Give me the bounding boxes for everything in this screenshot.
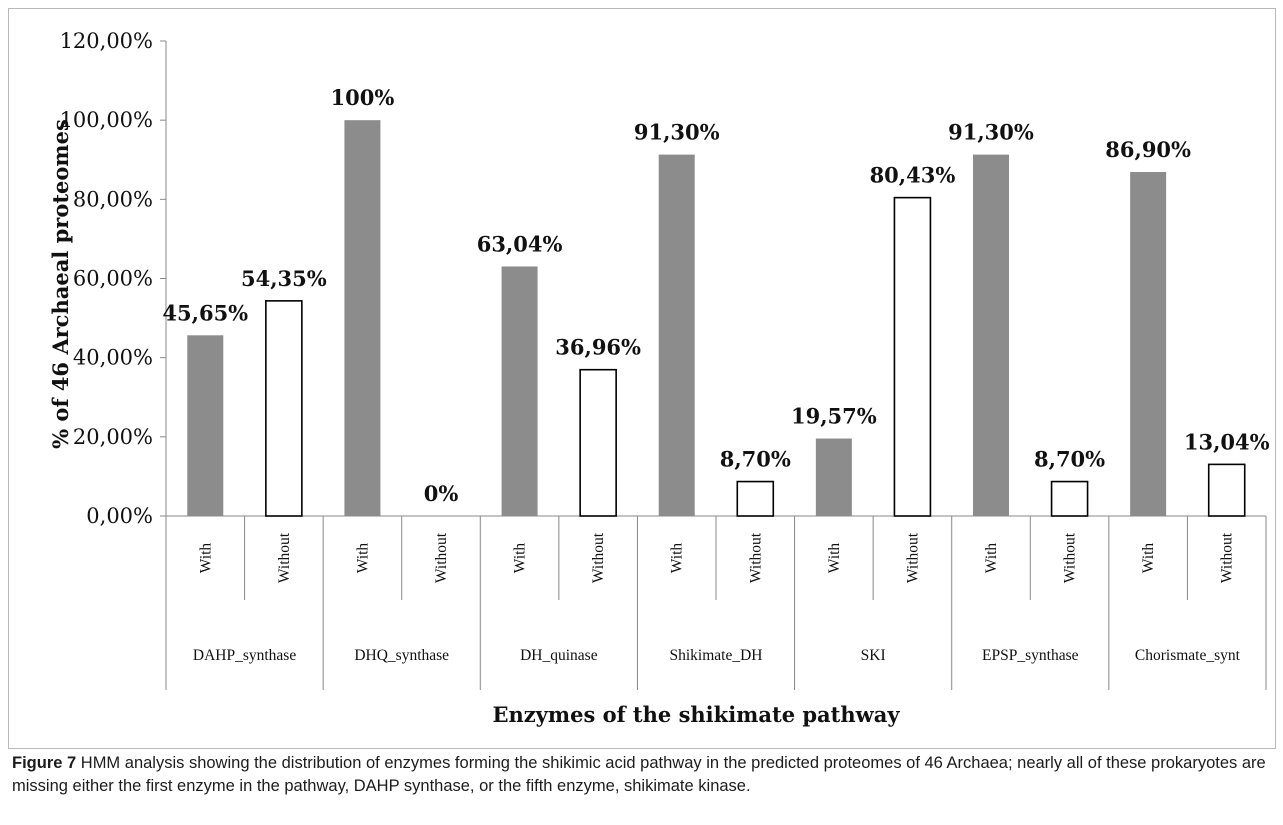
- subcategory-label: Without: [1219, 532, 1236, 583]
- subcategory-label: With: [826, 543, 843, 574]
- group-label: DAHP_synthase: [193, 647, 296, 664]
- y-tick-label: 40,00%: [73, 346, 153, 370]
- subcategory-label: Without: [904, 532, 921, 583]
- subcategory-label: With: [669, 543, 686, 574]
- data-label: 8,70%: [1034, 447, 1105, 472]
- data-label: 54,35%: [241, 266, 327, 291]
- bar-epsp-synthase-with: [973, 154, 1009, 516]
- data-label: 45,65%: [162, 300, 248, 325]
- subcategory-label: Without: [590, 532, 607, 583]
- data-label: 86,90%: [1105, 137, 1191, 162]
- group-label: DH_quinase: [520, 647, 598, 664]
- subcategory-label: Without: [747, 532, 764, 583]
- data-label: 80,43%: [870, 163, 956, 188]
- caption-text: HMM analysis showing the distribution of…: [12, 754, 1266, 795]
- group-label: SKI: [861, 647, 886, 664]
- subcategory-label: Without: [433, 532, 450, 583]
- bar-ski-without: [893, 196, 932, 517]
- bar-dahp-synthase-with: [187, 335, 224, 516]
- data-label: 0%: [424, 481, 459, 506]
- bar-epsp-synthase-without: [1050, 480, 1089, 517]
- bar-dh-quinase-with: [501, 266, 538, 516]
- data-label: 100%: [331, 85, 395, 110]
- subcategory-label: With: [1140, 543, 1157, 574]
- data-label: 19,57%: [791, 404, 877, 429]
- subcategory-label: Without: [1062, 532, 1079, 583]
- y-tick-label: 100,00%: [60, 108, 153, 132]
- data-label: 13,04%: [1184, 429, 1270, 454]
- group-label: Shikimate_DH: [670, 647, 763, 664]
- bar-ski-with: [815, 438, 852, 516]
- bar-chart: 0,00% 20,00% 40,00% 60,00% 80,00% 100,00% 120,…: [48, 29, 1270, 727]
- group-label: Chorismate_synt: [1135, 647, 1241, 664]
- bar-chorismate-synt-without: [1207, 463, 1246, 517]
- y-tick-label: 0,00%: [86, 504, 153, 528]
- y-tick-label: 60,00%: [73, 267, 153, 291]
- bar-shikimate-dh-without: [736, 480, 775, 517]
- bar-dh-quinase-without: [579, 368, 617, 517]
- chart-data-labels: 45,65% 54,35% 100% 0% 63,04% 36,96% 91,30% 8,70…: [162, 85, 1269, 506]
- data-label: 91,30%: [948, 120, 1034, 145]
- subcategory-label: With: [512, 543, 529, 574]
- bar-chorismate-synt-with: [1130, 172, 1167, 517]
- y-tick-label: 80,00%: [73, 187, 153, 211]
- y-tick-label: 20,00%: [73, 425, 153, 449]
- chart-axes: 0,00% 20,00% 40,00% 60,00% 80,00% 100,00% 120,…: [60, 29, 1267, 690]
- bar-shikimate-dh-with: [658, 154, 695, 516]
- data-label: 36,96%: [555, 335, 641, 360]
- figure-label: Figure 7: [12, 754, 77, 772]
- group-label: DHQ_synthase: [354, 647, 449, 664]
- subcategory-label: Without: [276, 532, 293, 583]
- subcategory-label: With: [983, 543, 1000, 574]
- y-tick-label: 120,00%: [60, 29, 153, 53]
- chart-bars: [187, 120, 1246, 517]
- chart-frame: 0,00% 20,00% 40,00% 60,00% 80,00% 100,00% 120,…: [8, 8, 1276, 749]
- x-axis-label: Enzymes of the shikimate pathway: [492, 702, 900, 727]
- data-label: 8,70%: [720, 447, 791, 472]
- subcategory-label: With: [354, 543, 371, 574]
- group-label: EPSP_synthase: [982, 647, 1079, 664]
- subcategory-label: With: [197, 543, 214, 574]
- data-label: 63,04%: [477, 231, 563, 256]
- figure-caption: Figure 7 HMM analysis showing the distri…: [12, 752, 1274, 798]
- bar-dhq-synthase-with: [344, 120, 381, 517]
- bar-dahp-synthase-without: [265, 300, 303, 517]
- data-label: 91,30%: [634, 120, 720, 145]
- y-axis-label: % of 46 Archaeal proteomes: [48, 119, 73, 449]
